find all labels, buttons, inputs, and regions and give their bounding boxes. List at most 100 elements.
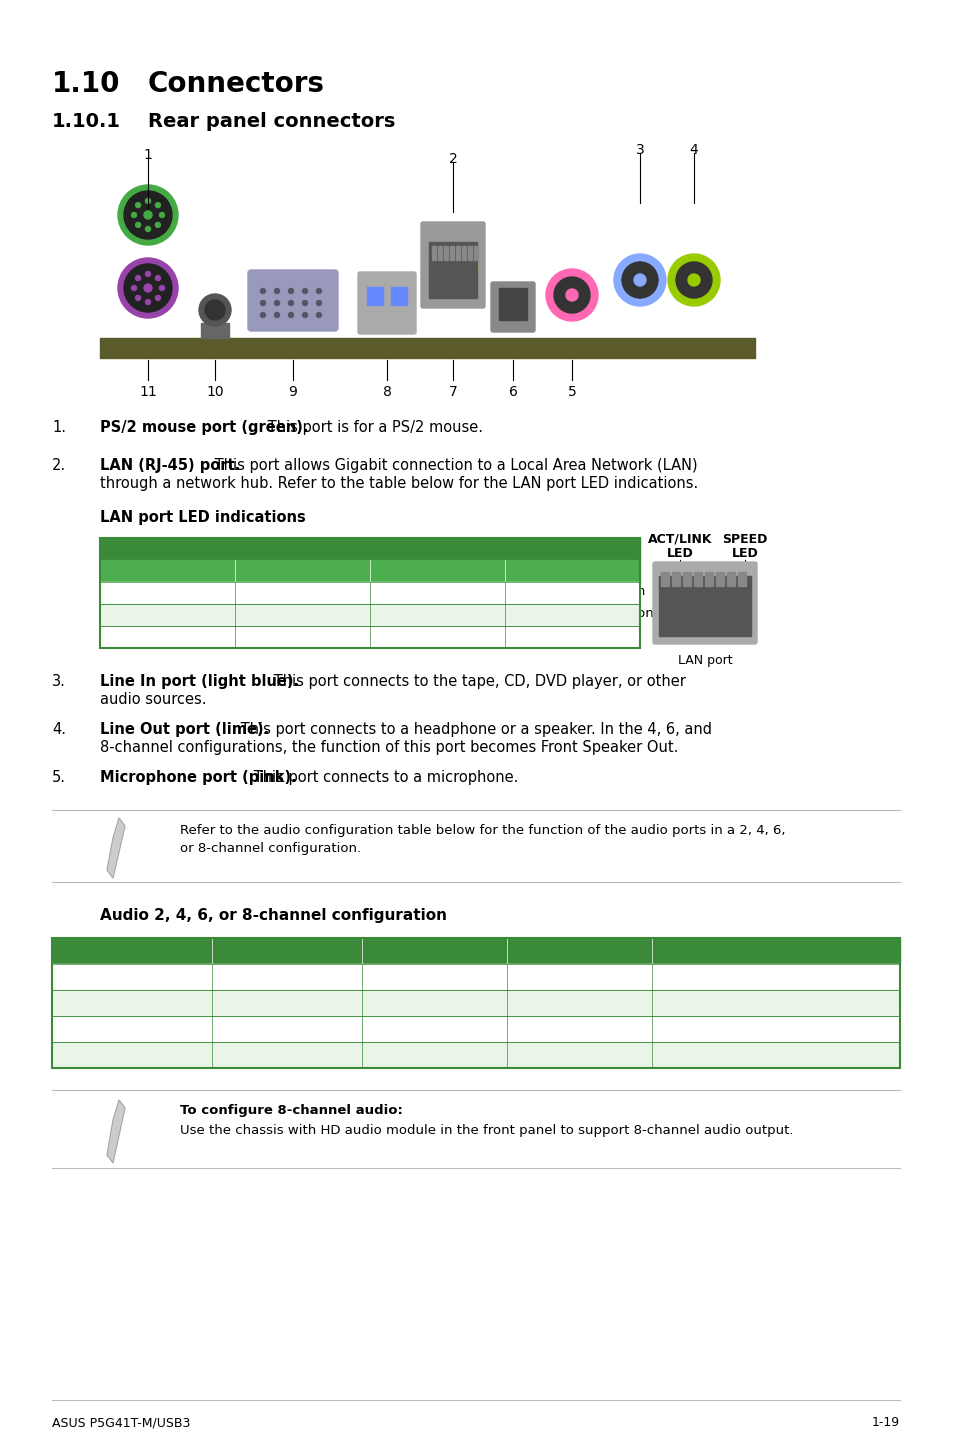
Bar (52, 1043, 899, 1068)
Bar (456, 246, 459, 260)
Text: Connectors: Connectors (148, 70, 325, 98)
Text: 1: 1 (143, 148, 152, 162)
Bar (468, 246, 472, 260)
Circle shape (155, 223, 160, 227)
Text: BLINKING: BLINKING (106, 628, 168, 641)
Circle shape (135, 276, 140, 280)
Bar (100, 604, 639, 626)
Bar (443, 246, 448, 260)
Bar (461, 246, 465, 260)
Text: 1.10.1: 1.10.1 (52, 112, 121, 131)
Text: –: – (283, 1047, 290, 1060)
Bar (100, 582, 639, 604)
Bar (432, 246, 436, 260)
Bar (429, 242, 476, 298)
Text: Bass/Center: Bass/Center (538, 1021, 618, 1034)
FancyBboxPatch shape (491, 282, 535, 332)
Bar (437, 246, 441, 260)
Text: 4-channel: 4-channel (396, 942, 470, 955)
Text: ORANGE: ORANGE (106, 607, 162, 620)
Text: Microphone port (pink).: Microphone port (pink). (100, 769, 296, 785)
Text: 1-19: 1-19 (871, 1416, 899, 1429)
Circle shape (155, 276, 160, 280)
Circle shape (118, 257, 178, 318)
Text: 5.: 5. (52, 769, 66, 785)
Bar (52, 1043, 899, 1068)
Text: ASUS P5G41T-M/USB3: ASUS P5G41T-M/USB3 (52, 1416, 191, 1429)
Circle shape (260, 312, 265, 318)
Circle shape (634, 275, 645, 286)
Circle shape (554, 278, 589, 313)
Bar (100, 538, 639, 649)
Text: This port allows Gigabit connection to a Local Area Network (LAN): This port allows Gigabit connection to a… (211, 457, 698, 473)
Text: To configure 8-channel audio:: To configure 8-channel audio: (180, 1104, 402, 1117)
Text: ACT/LINK LED: ACT/LINK LED (108, 541, 210, 554)
Text: 4.: 4. (52, 722, 66, 738)
Text: Line In port (light blue).: Line In port (light blue). (100, 674, 299, 689)
Bar (52, 938, 899, 963)
Polygon shape (107, 1100, 125, 1163)
Text: 3.: 3. (52, 674, 66, 689)
Text: 1.10: 1.10 (52, 70, 120, 98)
Text: Lime (Front panel): Lime (Front panel) (71, 1047, 193, 1060)
Text: 5: 5 (567, 385, 576, 398)
Text: Pink (Rear panel): Pink (Rear panel) (75, 1021, 189, 1034)
Text: 10 Mbps connection: 10 Mbps connection (511, 585, 644, 598)
Bar (100, 626, 639, 649)
Bar (498, 288, 526, 321)
Circle shape (132, 213, 136, 217)
Circle shape (565, 289, 578, 301)
Text: ACT/LINK: ACT/LINK (647, 533, 712, 546)
Text: 3: 3 (635, 142, 643, 157)
Text: Audio 2, 4, 6, or 8-channel configuration: Audio 2, 4, 6, or 8-channel configuratio… (100, 907, 447, 923)
Circle shape (288, 301, 294, 305)
Text: Status: Status (375, 562, 418, 575)
Circle shape (621, 262, 658, 298)
Bar (100, 626, 639, 649)
Text: through a network hub. Refer to the table below for the LAN port LED indications: through a network hub. Refer to the tabl… (100, 476, 698, 490)
Text: –: – (575, 1047, 581, 1060)
Text: Rear Speaker Out: Rear Speaker Out (375, 969, 492, 982)
Text: Use the chassis with HD audio module in the front panel to support 8-channel aud: Use the chassis with HD audio module in … (180, 1125, 793, 1137)
Text: Front Speaker Out: Front Speaker Out (374, 995, 494, 1008)
Bar (201, 324, 229, 338)
Text: OFF: OFF (106, 585, 132, 598)
Text: SPEED: SPEED (721, 533, 767, 546)
Text: 8: 8 (382, 385, 391, 398)
Bar (100, 538, 639, 559)
Bar (716, 572, 723, 587)
Text: LAN (RJ-45) port.: LAN (RJ-45) port. (100, 457, 240, 473)
Circle shape (199, 293, 231, 326)
Circle shape (288, 312, 294, 318)
Text: PS/2 mouse port (green).: PS/2 mouse port (green). (100, 420, 308, 436)
Text: Bass/Center: Bass/Center (735, 1021, 816, 1034)
Text: 9: 9 (288, 385, 297, 398)
Circle shape (124, 265, 172, 312)
Bar (367, 288, 382, 305)
Circle shape (146, 227, 151, 232)
Bar (52, 1017, 899, 1043)
Text: –: – (430, 1047, 436, 1060)
Circle shape (135, 223, 140, 227)
Text: Port: Port (116, 942, 148, 955)
Bar (474, 246, 477, 260)
Bar (52, 1017, 899, 1043)
Bar (52, 963, 899, 989)
Text: 2: 2 (448, 152, 456, 165)
Bar (100, 582, 639, 604)
Bar (450, 246, 454, 260)
Text: Light Blue (Rear panel): Light Blue (Rear panel) (55, 969, 209, 982)
Text: Line Out port (lime).: Line Out port (lime). (100, 722, 269, 738)
Bar (52, 963, 899, 989)
Circle shape (118, 186, 178, 244)
Text: 10: 10 (206, 385, 224, 398)
Circle shape (302, 312, 307, 318)
Bar (671, 572, 679, 587)
Circle shape (316, 289, 321, 293)
Text: Line Out: Line Out (258, 995, 314, 1008)
Text: LAN port LED indications: LAN port LED indications (100, 510, 305, 525)
Circle shape (316, 312, 321, 318)
Text: Mic In: Mic In (414, 1021, 453, 1034)
Circle shape (274, 301, 279, 305)
Bar (52, 938, 899, 1068)
